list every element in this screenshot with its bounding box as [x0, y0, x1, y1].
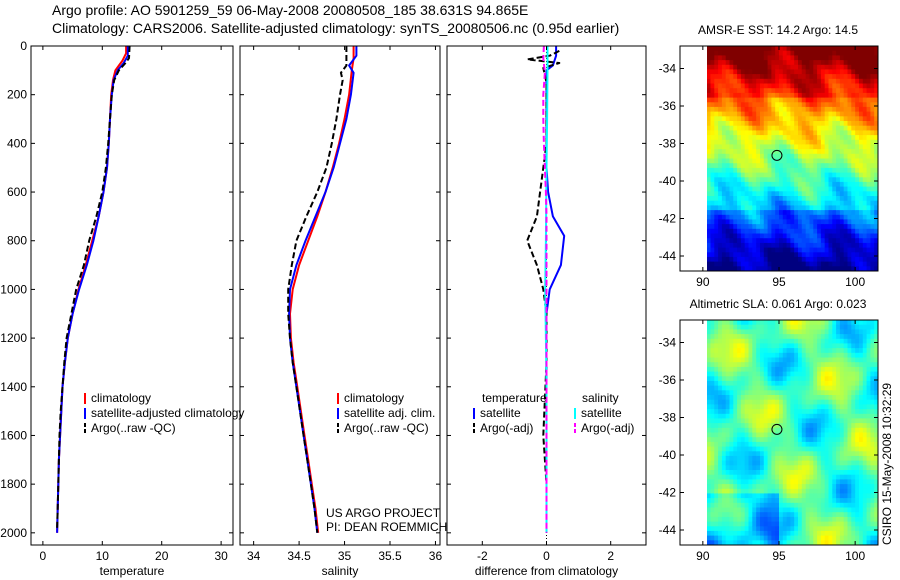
x-tick-label: 90	[696, 549, 710, 563]
y-tick-label: -36	[659, 99, 677, 113]
x-tick-label: 90	[696, 275, 710, 289]
diff-legend: temperaturesatelliteArgo(-adj)salinitysa…	[473, 391, 634, 435]
sla-heatmap-cells	[707, 320, 878, 545]
x-tick-label: 100	[845, 275, 865, 289]
sst-map-panel: AMSR-E SST: 14.2 Argo: 14.5 -34 -36 -38 -40 -…	[659, 23, 879, 289]
header-line-2: Climatology: CARS2006. Satellite-adjuste…	[52, 20, 620, 36]
legend-entry: satellite adj. clim.	[344, 406, 435, 420]
map-panels: AMSR-E SST: 14.2 Argo: 14.5 -34 -36 -38 -40 -…	[659, 23, 879, 563]
legend-entry: Argo(..raw -QC)	[344, 421, 429, 435]
x-tick-label: 95	[772, 549, 786, 563]
diff-x-axis-label: difference from climatology	[475, 564, 618, 578]
temp-axes-frame	[30, 45, 234, 546]
sla-title: Altimetric SLA: 0.061 Argo: 0.023	[690, 297, 867, 311]
y-tick-label: -42	[659, 212, 677, 226]
diff-series-1-line	[526, 50, 561, 533]
legend-group-title: temperature	[482, 391, 547, 405]
sst-heatmap-cells	[707, 46, 878, 271]
x-tick-label: 34	[247, 549, 261, 563]
sal-panel: 34 34.5 35 35.5 36 salinity	[239, 45, 443, 578]
temp-series-2-line	[56, 45, 131, 529]
temp-series-1-line	[56, 46, 129, 533]
sal-axes-frame	[239, 45, 441, 546]
y-tick-label: -44	[659, 523, 677, 537]
y-tick-label: -38	[659, 411, 677, 425]
temp-panel: 0 200 400 600 800 1000 1200 1400 1600 1800 2000 0 10…	[0, 39, 234, 578]
y-tick-label: 2000	[0, 526, 27, 540]
x-tick-label: -2	[477, 549, 488, 563]
sla-argo-position-marker	[771, 423, 783, 435]
y-tick-label: -42	[659, 486, 677, 500]
y-tick-label: 1800	[0, 477, 27, 491]
sla-map-panel: Altimetric SLA: 0.061 Argo: 0.023 -34 -36 -…	[659, 297, 879, 563]
y-tick-label: 600	[7, 185, 27, 199]
x-tick-label: 35	[338, 549, 352, 563]
y-tick-label: -44	[659, 249, 677, 263]
sst-title: AMSR-E SST: 14.2 Argo: 14.5	[698, 23, 858, 37]
diff-series-0-line	[545, 46, 566, 533]
legend-entry: Argo(..raw -QC)	[91, 421, 176, 435]
y-tick-label: -34	[659, 336, 677, 350]
x-tick-label: 34.5	[287, 549, 311, 563]
y-tick-label: 1000	[0, 282, 27, 296]
sst-argo-position-marker	[771, 149, 783, 161]
legend-entry: climatology	[344, 391, 404, 405]
y-tick-label: -36	[659, 373, 677, 387]
sal-series-1-line	[288, 46, 358, 533]
x-tick-label: 20	[155, 549, 169, 563]
temp-x-axis-label: temperature	[100, 564, 165, 578]
x-tick-label: 10	[96, 549, 110, 563]
legend-entry: Argo(-adj)	[480, 421, 533, 435]
legend-entry: satellite	[581, 406, 622, 420]
diff-series-3-line	[542, 45, 548, 533]
x-tick-label: 100	[845, 549, 865, 563]
x-tick-label: 0	[40, 549, 47, 563]
y-tick-label: 800	[7, 234, 27, 248]
y-tick-label: 200	[7, 88, 27, 102]
legend-entry: climatology	[91, 391, 151, 405]
y-tick-label: -40	[659, 174, 677, 188]
legend-entry: satellite-adjusted climatology	[91, 406, 244, 420]
header-line-1: Argo profile: AO 5901259_59 06-May-2008 …	[52, 2, 529, 18]
project-note-line-1: US ARGO PROJECT	[326, 506, 441, 520]
y-tick-label: 1200	[0, 331, 27, 345]
temp-series-0-line	[56, 46, 128, 533]
x-tick-label: 36	[429, 549, 443, 563]
x-tick-label: 95	[772, 275, 786, 289]
sal-x-axis-label: salinity	[322, 564, 359, 578]
y-tick-label: 1400	[0, 380, 27, 394]
sal-series-2-line	[287, 46, 348, 533]
x-tick-label: 2	[607, 549, 614, 563]
y-tick-label: -40	[659, 448, 677, 462]
legend-entry: Argo(-adj)	[581, 421, 634, 435]
legend-group-title: salinity	[582, 391, 619, 405]
x-tick-label: 35.5	[378, 549, 402, 563]
x-tick-label: 0	[543, 549, 550, 563]
y-tick-label: 1600	[0, 428, 27, 442]
x-tick-label: 30	[214, 549, 228, 563]
y-tick-label: 400	[7, 136, 27, 150]
side-timestamp: CSIRO 15-May-2008 10:32:29	[880, 383, 894, 545]
y-tick-label: -34	[659, 62, 677, 76]
legend-entry: satellite	[480, 406, 521, 420]
y-tick-label: -38	[659, 137, 677, 151]
project-note-line-2: PI: DEAN ROEMMICH	[326, 520, 447, 534]
y-tick-label: 0	[20, 39, 27, 53]
sal-series-0-line	[289, 46, 355, 533]
